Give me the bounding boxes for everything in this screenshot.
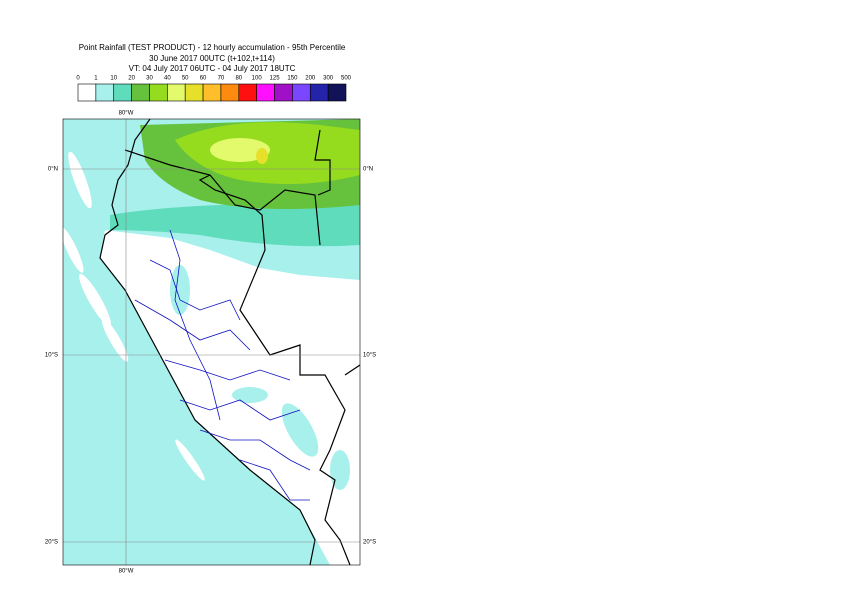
colorbar-box — [256, 83, 275, 102]
colorbar-box — [149, 83, 168, 102]
lon-label: 80°W — [119, 111, 134, 117]
colorbar-label: 10 — [110, 76, 117, 82]
colorbar-box — [77, 83, 97, 102]
colorbar-label: 125 — [270, 76, 281, 82]
colorbar-label: 150 — [287, 76, 298, 82]
land-dry — [100, 230, 360, 565]
colorbar-label: 20 — [128, 76, 135, 82]
colorbar-box — [274, 83, 293, 102]
colorbar-label: 30 — [146, 76, 153, 82]
sea-streaks — [63, 151, 205, 481]
graticule — [63, 119, 360, 565]
country-borders — [99, 119, 360, 565]
region-borders — [134, 229, 311, 501]
colorbar-box — [292, 83, 311, 102]
colorbar-label: 1 — [94, 76, 98, 82]
colorbar-label: 40 — [164, 76, 171, 82]
map-field — [63, 119, 360, 565]
lon-label: 80°W — [119, 569, 134, 575]
colorbar-label: 500 — [341, 76, 352, 82]
colorbar-box — [113, 83, 132, 102]
lat-label: 10°S — [45, 353, 58, 359]
colorbar-label: 60 — [200, 76, 207, 82]
colorbar-box — [327, 83, 347, 102]
colorbar-box — [184, 83, 204, 102]
title: Point Rainfall (TEST PRODUCT) - 12 hourl… — [79, 43, 346, 52]
rain-40 — [210, 138, 270, 162]
colorbar-box — [167, 83, 186, 102]
colorbar-box — [220, 83, 240, 102]
colorbar-label: 100 — [252, 76, 263, 82]
base-time: 30 June 2017 00UTC (t+102,t+114) — [149, 54, 275, 63]
colorbar-box — [309, 83, 329, 102]
rain-10 — [110, 203, 360, 247]
colorbar-label: 300 — [323, 76, 334, 82]
lat-label: 20°S — [45, 540, 58, 546]
colorbar-label: 70 — [218, 76, 225, 82]
lat-label: 10°S — [363, 353, 376, 359]
colorbar-box — [238, 83, 257, 102]
map-frame — [62, 118, 361, 566]
colorbar-label: 0 — [76, 76, 80, 82]
valid-time: VT: 04 July 2017 06UTC - 04 July 2017 18… — [129, 64, 296, 73]
colorbar: 0 1 10 20 30 40 50 60 70 80 100 125 150 200 300 500 — [76, 76, 352, 102]
colorbar-box — [95, 83, 115, 102]
lat-label: 0°N — [48, 167, 58, 173]
colorbar-label: 50 — [182, 76, 189, 82]
colorbar-label: 200 — [305, 76, 316, 82]
colorbar-box — [202, 83, 222, 102]
colorbar-label: 80 — [235, 76, 242, 82]
rain-50 — [256, 148, 268, 164]
colorbar-box — [131, 83, 150, 102]
lat-label: 20°S — [363, 540, 376, 546]
lat-label: 0°N — [363, 167, 373, 173]
